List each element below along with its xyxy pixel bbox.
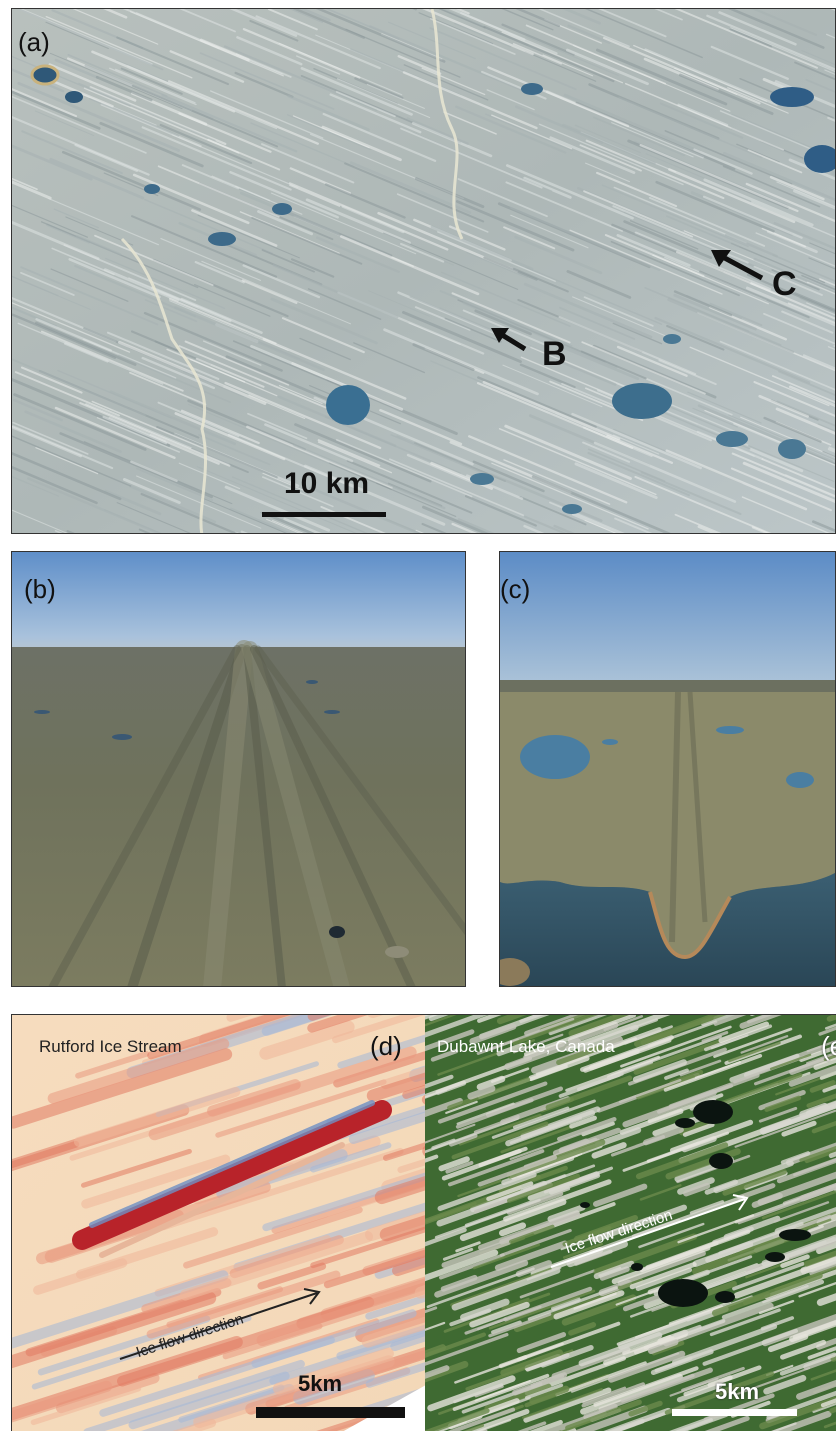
panel-e-satellite-image: Dubawnt Lake, Canada (e) Ice flow direct…	[425, 1014, 836, 1431]
panel-d-scale-bar	[256, 1407, 405, 1418]
drumlin-field-image	[425, 1015, 836, 1431]
ice-flow-arrow-icon	[119, 1288, 321, 1360]
panel-c-label: (c)	[500, 574, 531, 604]
panel-a-satellite-image: (a) B C 10 km	[11, 8, 836, 534]
panel-e-label: (e)	[821, 1031, 836, 1061]
arrow-b-label: B	[542, 335, 567, 373]
panel-e-scale-label: 5km	[715, 1379, 760, 1404]
panel-e-title: Dubawnt Lake, Canada	[437, 1037, 615, 1056]
panel-a-label: (a)	[18, 27, 50, 57]
arrow-c-icon	[711, 250, 764, 281]
panel-d-title: Rutford Ice Stream	[39, 1037, 182, 1056]
arrow-b-icon	[491, 328, 527, 352]
panel-d-label: (d)	[370, 1031, 402, 1061]
ice-stream-bed-image	[12, 1015, 425, 1431]
panel-b-label: (b)	[24, 574, 56, 604]
aerial-landscape-image-c	[500, 552, 835, 986]
panel-c-aerial-photo: (c)	[499, 551, 836, 987]
panel-d-scale-label: 5km	[298, 1371, 343, 1396]
panel-a-scale-bar	[262, 512, 386, 517]
aerial-landscape-image-b	[12, 552, 465, 986]
ice-flow-arrow-icon-e	[550, 1194, 749, 1268]
satellite-terrain-image	[12, 9, 835, 533]
arrow-c-label: C	[772, 265, 797, 303]
panel-d-bed-topography: Rutford Ice Stream (d) Ice flow directio…	[11, 1014, 425, 1431]
panel-b-aerial-photo: (b)	[11, 551, 466, 987]
panel-a-scale-label: 10 km	[284, 467, 370, 500]
panel-e-scale-bar	[672, 1409, 797, 1416]
